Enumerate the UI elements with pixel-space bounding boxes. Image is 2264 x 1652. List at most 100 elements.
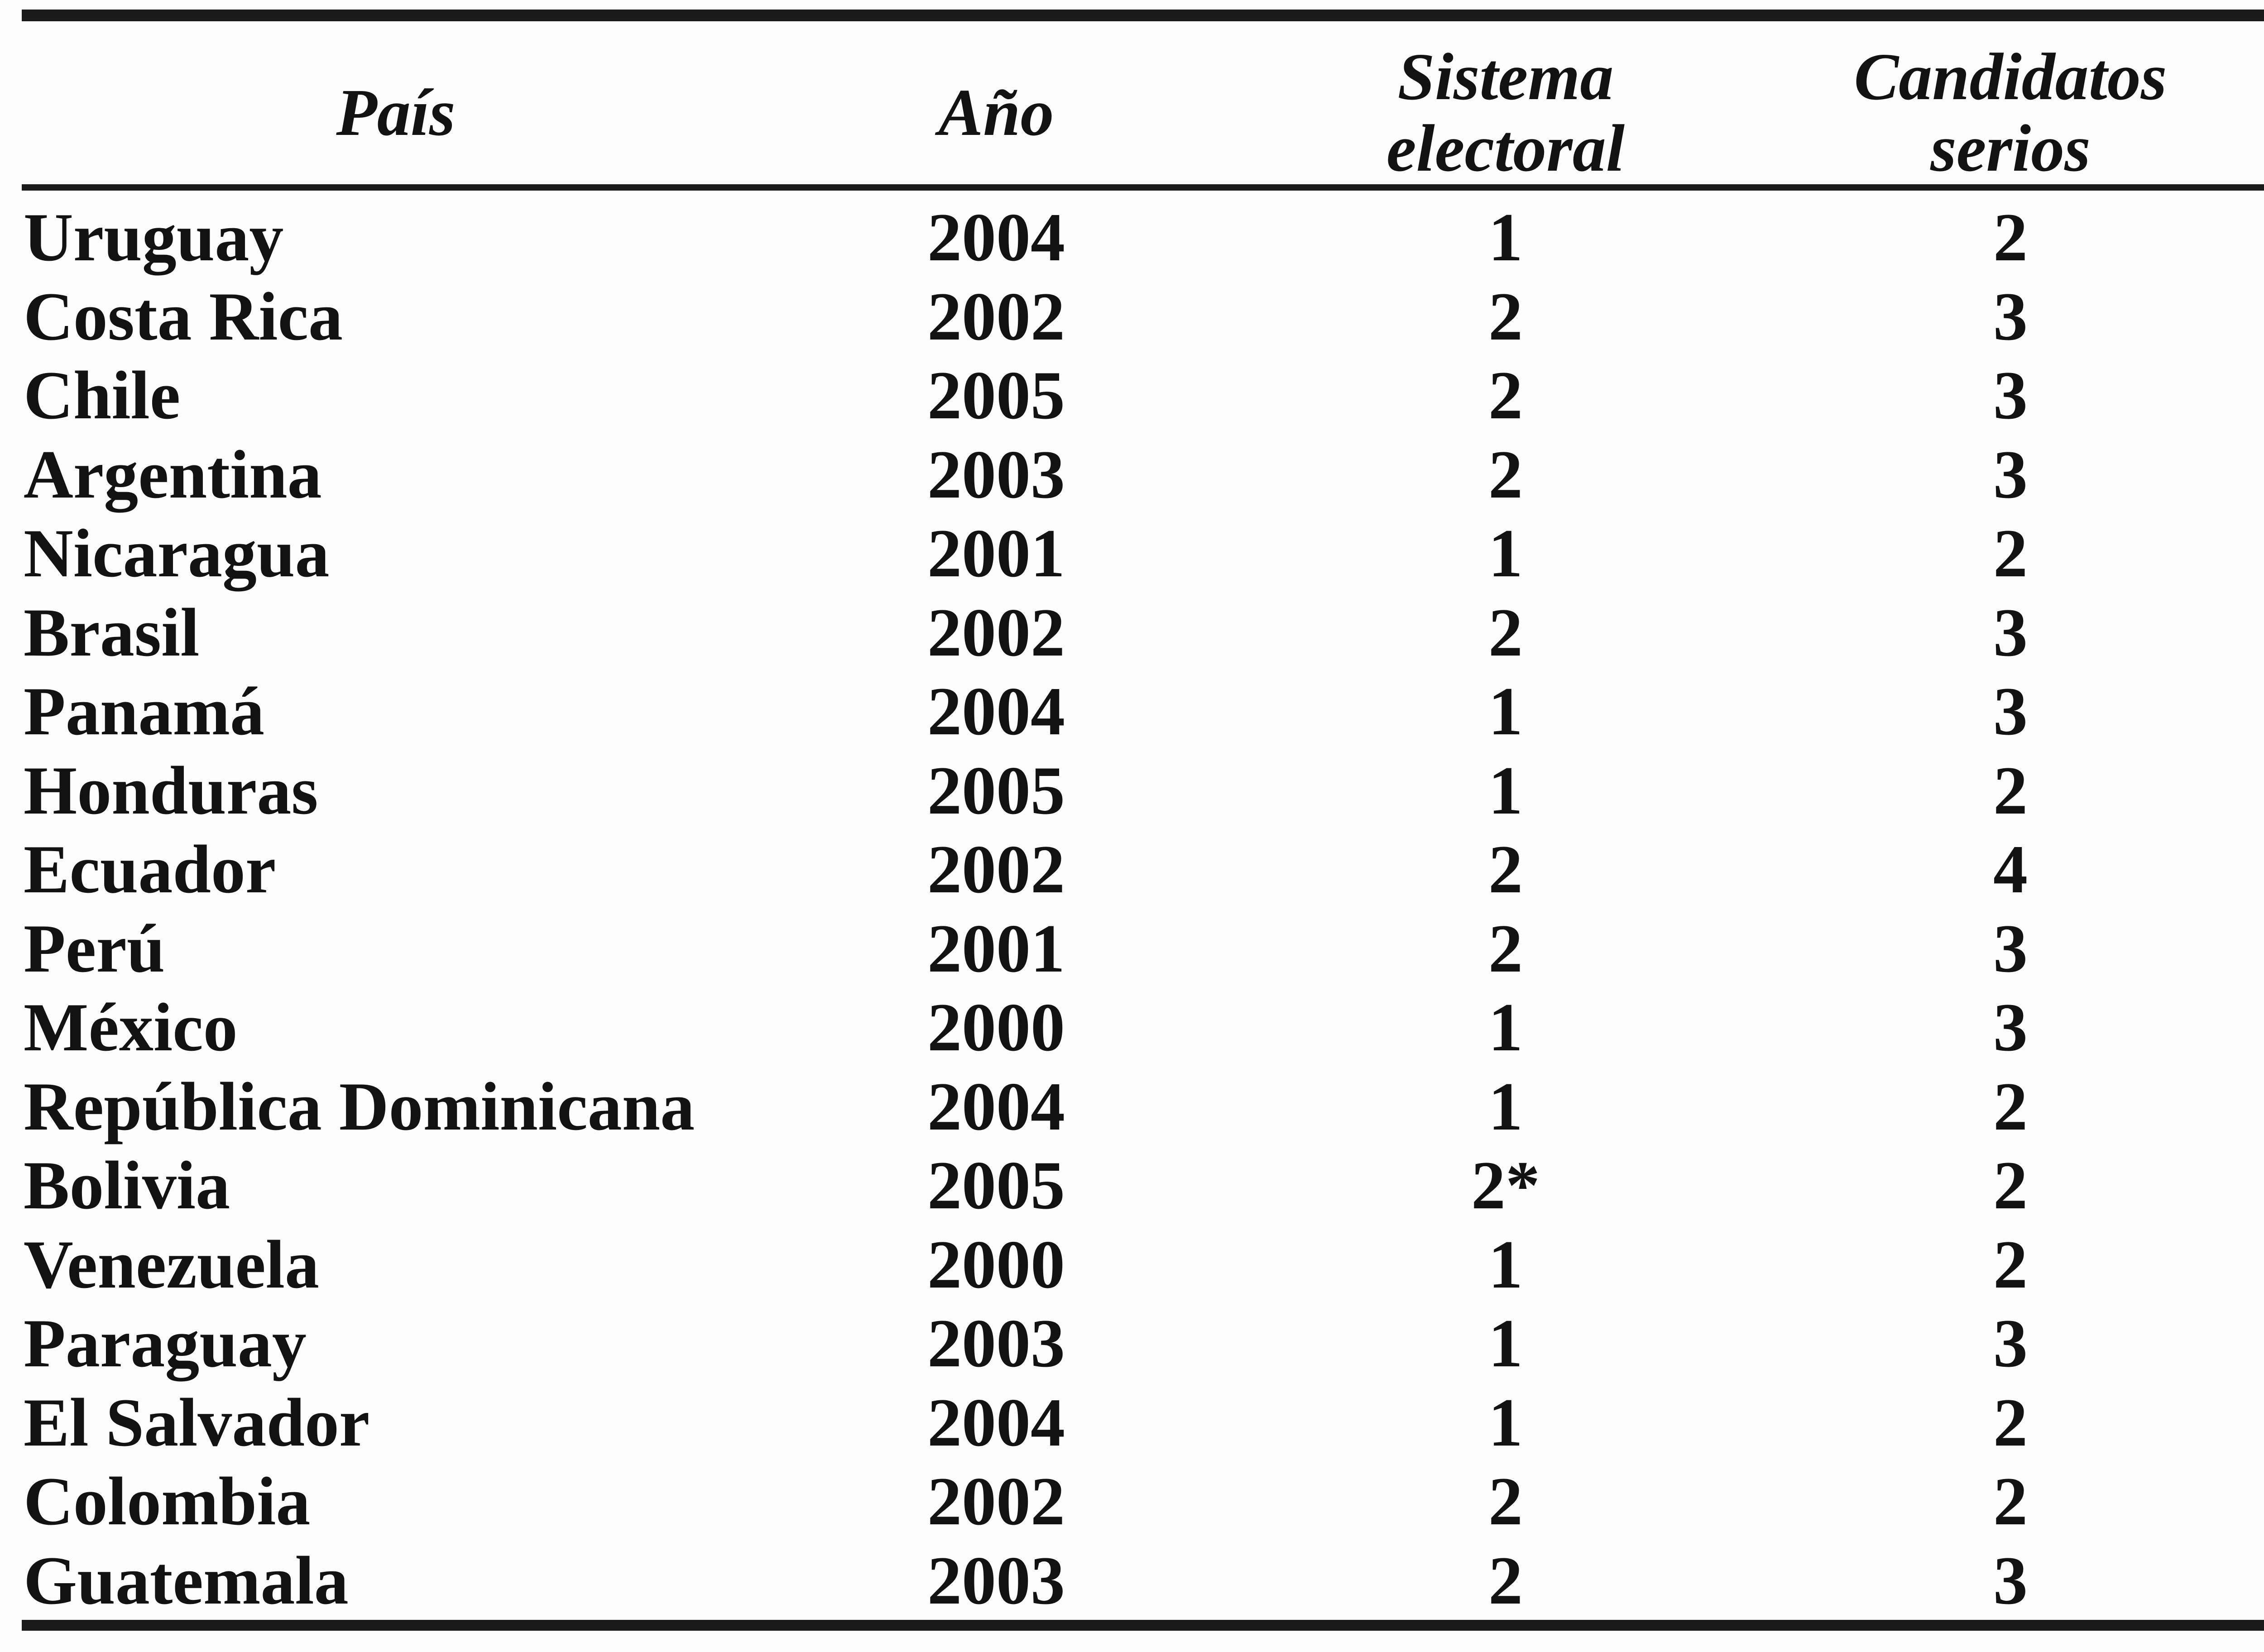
cell-candidatos: 2 bbox=[1993, 1226, 2028, 1302]
cell-sistema: 1 bbox=[1488, 515, 1523, 591]
cell-sistema: 2 bbox=[1488, 594, 1523, 670]
table-header: País Año Sistema electoral Candidatos se… bbox=[22, 15, 2264, 191]
cell-ano: 2001 bbox=[927, 515, 1065, 591]
cell-candidatos: 3 bbox=[1993, 1542, 2028, 1618]
cell-cox: 67.0 bbox=[2232, 593, 2264, 672]
cell-ano: 2003 bbox=[927, 1305, 1065, 1381]
cell-pais: Nicaragua bbox=[24, 515, 330, 591]
cell-sistema: 1 bbox=[1488, 1068, 1523, 1144]
cell-cox: 30.2 bbox=[2232, 187, 2264, 277]
cell-cox: 89.1 bbox=[2232, 1304, 2264, 1383]
cell-pais: Chile bbox=[24, 357, 181, 433]
cell-pais: Paraguay bbox=[24, 1305, 307, 1381]
cell-ano: 2003 bbox=[927, 436, 1065, 512]
cell-ano: 2002 bbox=[927, 1463, 1065, 1539]
cell-candidatos: 3 bbox=[1993, 436, 2028, 512]
cell-pais: Ecuador bbox=[24, 831, 276, 907]
column-header-ano: Año bbox=[770, 15, 1223, 191]
cell-candidatos: 3 bbox=[1993, 594, 2028, 670]
cell-cox: 94.3 bbox=[2232, 1462, 2264, 1541]
cell-sistema: 2 bbox=[1488, 1542, 1523, 1618]
header-row: País Año Sistema electoral Candidatos se… bbox=[22, 15, 2264, 191]
cell-candidatos: 3 bbox=[1993, 910, 2028, 986]
cell-ano: 2004 bbox=[927, 673, 1065, 749]
cell-cox: 3.3 bbox=[2232, 751, 2264, 830]
cell-candidatos: 2 bbox=[1993, 1384, 2028, 1460]
cell-candidatos: 3 bbox=[1993, 1305, 2028, 1381]
cell-ano: 2004 bbox=[927, 1068, 1065, 1144]
cell-sistema: 2 bbox=[1488, 1463, 1523, 1539]
table-row: Honduras 2005 1 2 3.3 bbox=[22, 751, 2264, 830]
cell-pais: Perú bbox=[24, 910, 165, 986]
cell-pais: Venezuela bbox=[24, 1226, 319, 1302]
cell-candidatos: 3 bbox=[1993, 357, 2028, 433]
cell-sistema: 2 bbox=[1488, 278, 1523, 354]
cell-sistema: 2 bbox=[1488, 436, 1523, 512]
cell-cox: 82.9 bbox=[2232, 1146, 2264, 1225]
table-row: México 2000 1 3 46.1 bbox=[22, 988, 2264, 1067]
table-row: Ecuador 2002 2 4 91.0 bbox=[22, 830, 2264, 909]
table-row: El Salvador 2004 1 2 10.9 bbox=[22, 1383, 2264, 1462]
cell-cox: 23.3 bbox=[2232, 356, 2264, 435]
table-row: Panamá 2004 1 3 53.0 bbox=[22, 672, 2264, 751]
cell-pais: República Dominicana bbox=[24, 1068, 695, 1144]
table-row: Uruguay 2004 1 2 30.2 bbox=[22, 187, 2264, 277]
cell-ano: 2000 bbox=[927, 989, 1065, 1065]
cell-ano: 2004 bbox=[927, 1384, 1065, 1460]
table-row: Brasil 2002 2 3 67.0 bbox=[22, 593, 2264, 672]
column-header-cox: Proporción de Cox bbox=[2232, 15, 2264, 191]
cell-sistema: 1 bbox=[1488, 1305, 1523, 1381]
cell-cox: 3.3 bbox=[2232, 514, 2264, 593]
cell-cox: 7.2 bbox=[2232, 1225, 2264, 1304]
cell-cox: 6.3 bbox=[2232, 277, 2264, 356]
cell-candidatos: 2 bbox=[1993, 1147, 2028, 1223]
cell-candidatos: 2 bbox=[1993, 752, 2028, 828]
table-row: Nicaragua 2001 1 2 3.3 bbox=[22, 514, 2264, 593]
cell-sistema: 1 bbox=[1488, 989, 1523, 1065]
electoral-systems-table: País Año Sistema electoral Candidatos se… bbox=[22, 10, 2264, 1631]
cell-sistema: 1 bbox=[1488, 1226, 1523, 1302]
table-row: Argentina 2003 2 3 86.5 bbox=[22, 435, 2264, 514]
cell-ano: 2004 bbox=[927, 199, 1065, 275]
cell-ano: 2001 bbox=[927, 910, 1065, 986]
cell-pais: Honduras bbox=[24, 752, 318, 828]
cell-cox: 25.7 bbox=[2232, 1067, 2264, 1146]
column-header-sistema: Sistema electoral bbox=[1223, 15, 1789, 191]
cell-candidatos: 3 bbox=[1993, 989, 2028, 1065]
cell-sistema: 1 bbox=[1488, 673, 1523, 749]
cell-candidatos: 2 bbox=[1993, 199, 2028, 275]
cell-candidatos: 3 bbox=[1993, 673, 2028, 749]
table-row: Costa Rica 2002 2 3 6.3 bbox=[22, 277, 2264, 356]
table-row: Perú 2001 2 3 40.5 bbox=[22, 909, 2264, 988]
cell-candidatos: 3 bbox=[1993, 278, 2028, 354]
cell-sistema: 1 bbox=[1488, 752, 1523, 828]
cell-cox: 10.9 bbox=[2232, 1383, 2264, 1462]
cell-ano: 2002 bbox=[927, 594, 1065, 670]
cell-candidatos: 4 bbox=[1993, 831, 2028, 907]
cell-candidatos: 2 bbox=[1993, 1463, 2028, 1539]
cell-ano: 2000 bbox=[927, 1226, 1065, 1302]
cell-ano: 2002 bbox=[927, 278, 1065, 354]
cell-ano: 2002 bbox=[927, 831, 1065, 907]
cell-cox: 46.1 bbox=[2232, 988, 2264, 1067]
cell-sistema: 2 bbox=[1488, 357, 1523, 433]
cell-cox: 40.5 bbox=[2232, 909, 2264, 988]
cell-sistema: 1 bbox=[1488, 199, 1523, 275]
cell-pais: Panamá bbox=[24, 673, 264, 749]
cell-candidatos: 2 bbox=[1993, 515, 2028, 591]
table-row: Colombia 2002 2 2 94.3 bbox=[22, 1462, 2264, 1541]
cell-pais: México bbox=[24, 989, 238, 1065]
cell-pais: Costa Rica bbox=[24, 278, 343, 354]
cell-pais: Argentina bbox=[24, 436, 322, 512]
cell-pais: Bolivia bbox=[24, 1147, 230, 1223]
cell-ano: 2005 bbox=[927, 752, 1065, 828]
cell-cox: 91.0 bbox=[2232, 830, 2264, 909]
cell-sistema: 2 bbox=[1488, 831, 1523, 907]
cell-pais: Colombia bbox=[24, 1463, 311, 1539]
table-row: Paraguay 2003 1 3 89.1 bbox=[22, 1304, 2264, 1383]
table-row: República Dominicana 2004 1 2 25.7 bbox=[22, 1067, 2264, 1146]
cell-pais: Guatemala bbox=[24, 1542, 349, 1618]
cell-sistema: 1 bbox=[1488, 1384, 1523, 1460]
cell-candidatos: 2 bbox=[1993, 1068, 2028, 1144]
